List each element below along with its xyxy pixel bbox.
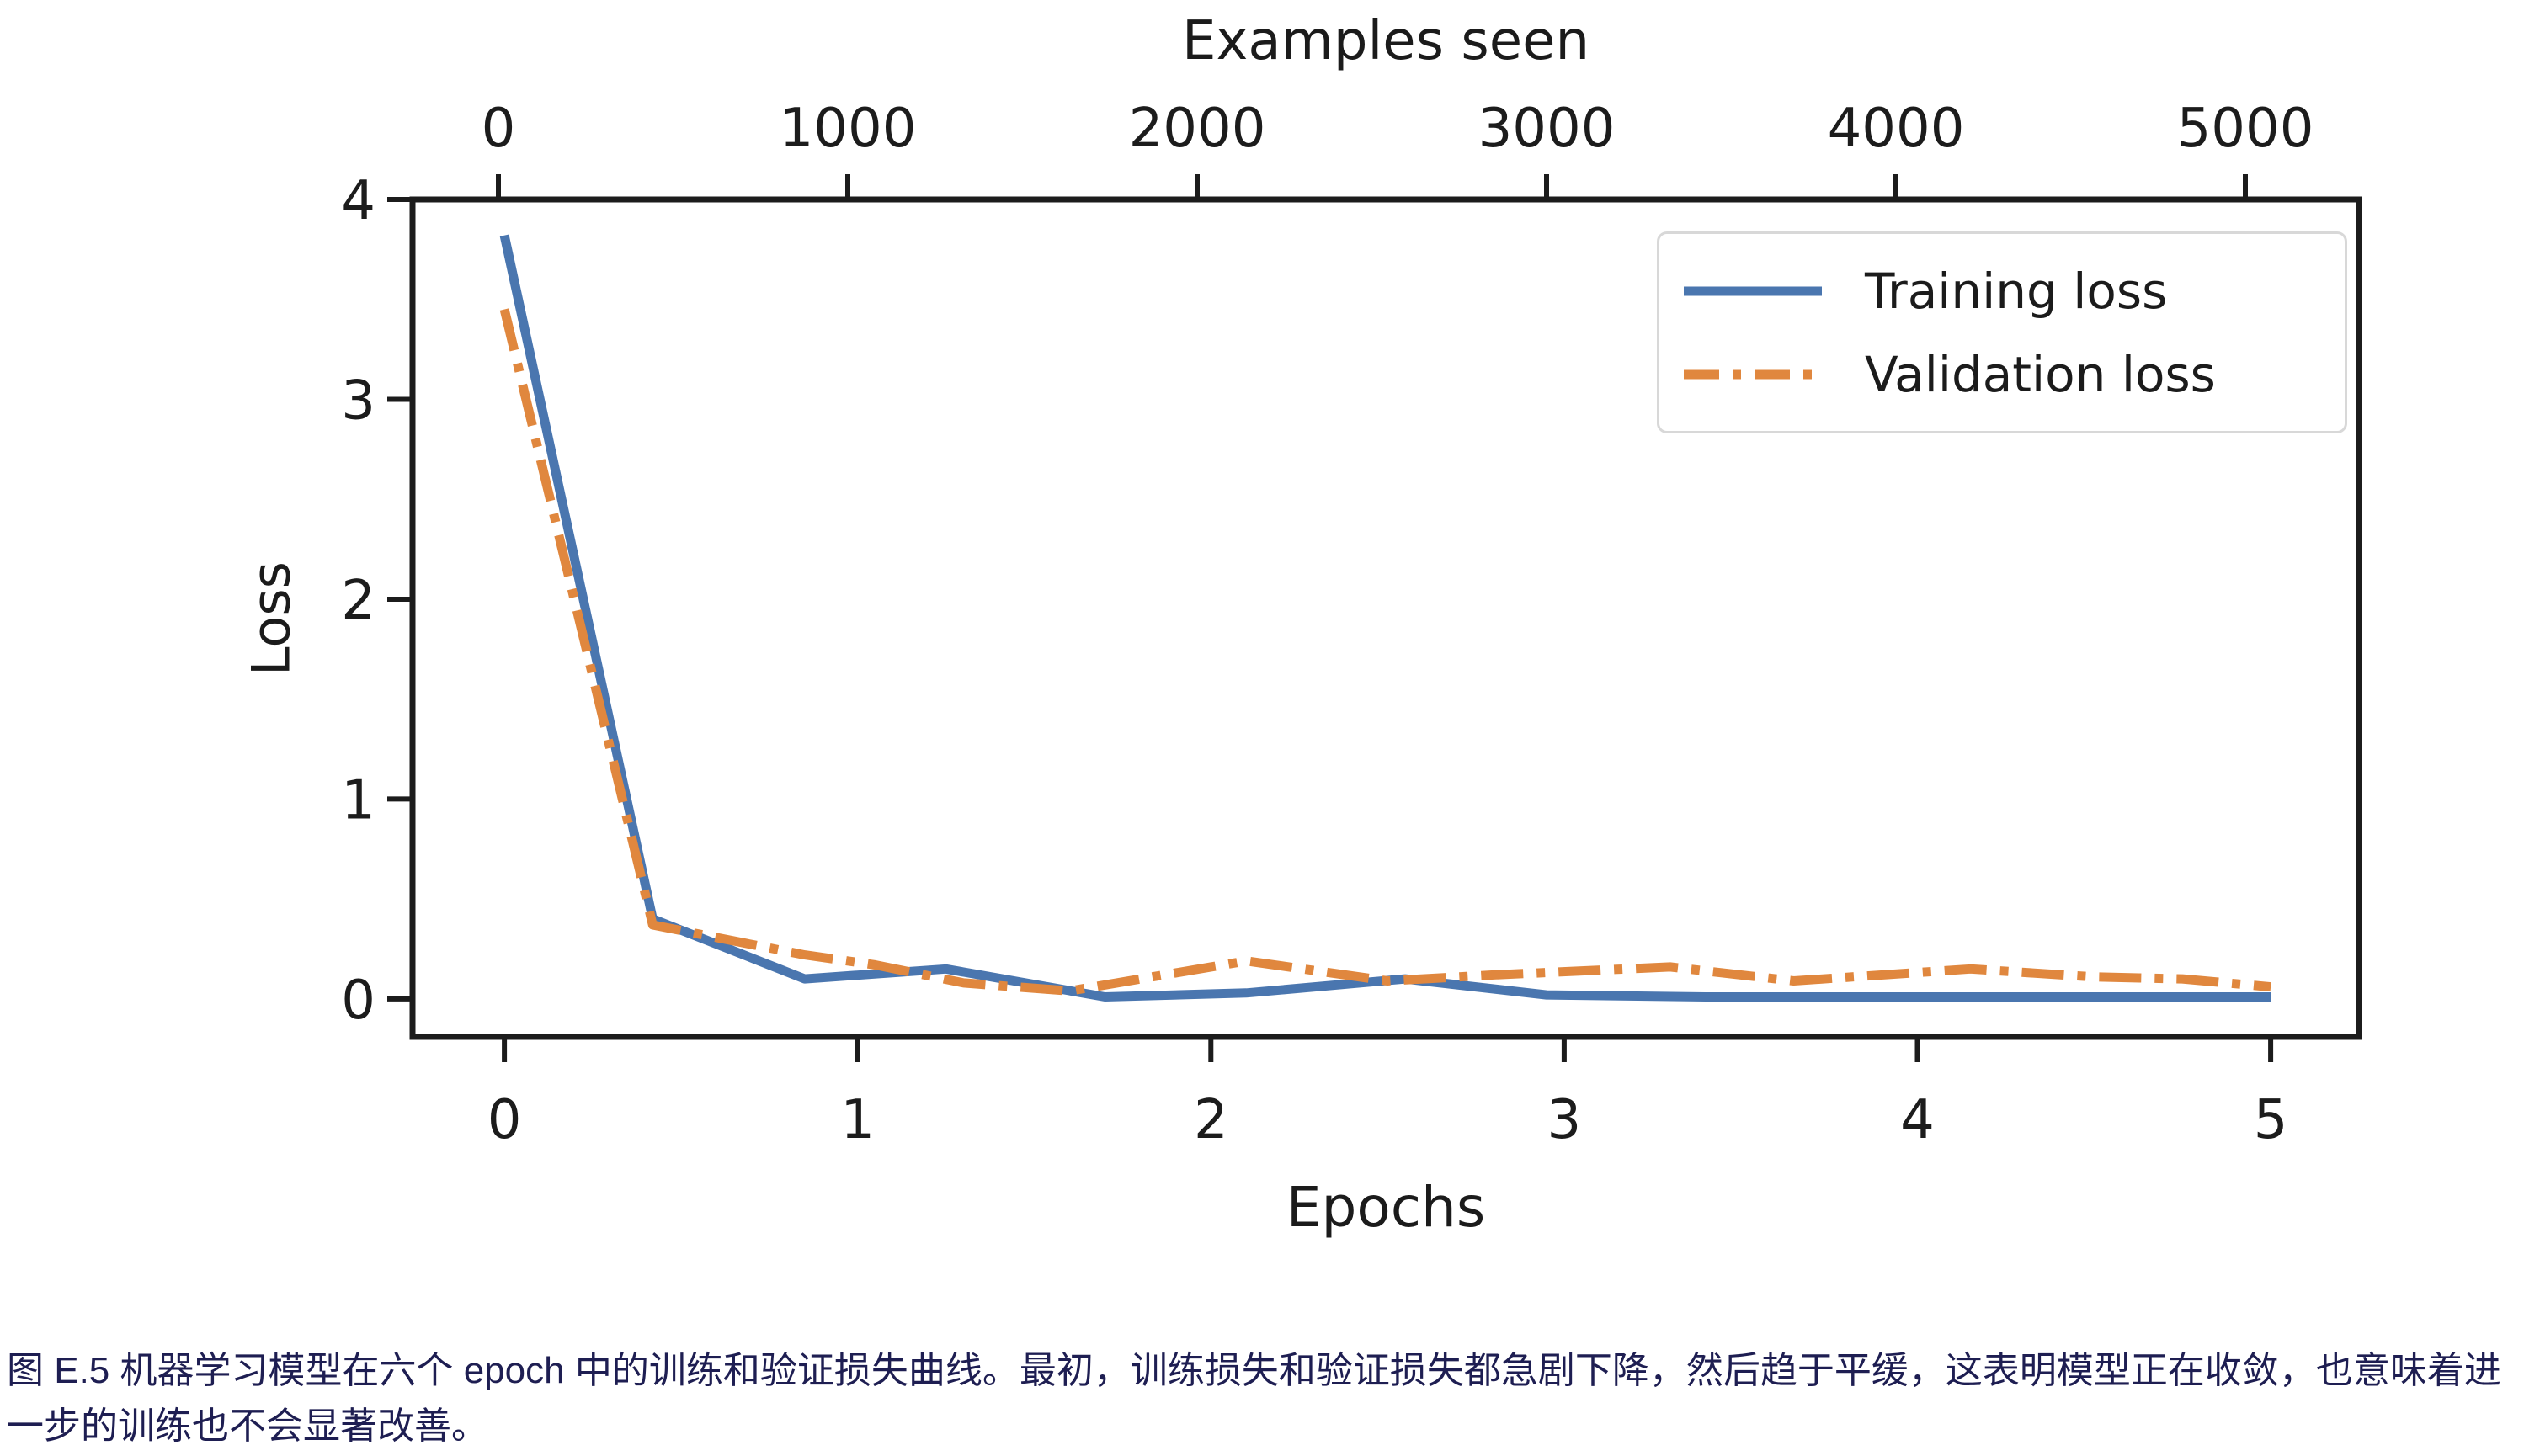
plot-frame bbox=[409, 196, 2362, 1040]
legend-label-validation-loss: Validation loss bbox=[1865, 345, 2216, 403]
top-axis-tick-label: 1000 bbox=[780, 98, 917, 160]
legend-item-validation-loss: Validation loss bbox=[1681, 346, 2336, 403]
figure-caption: 图 E.5 机器学习模型在六个 epoch 中的训练和验证损失曲线。最初，训练损… bbox=[7, 1350, 2501, 1447]
top-axis-tick-label: 2000 bbox=[1129, 98, 1266, 160]
y-axis-tick-label: 1 bbox=[341, 769, 375, 832]
validation-loss-line-sample bbox=[1684, 369, 1822, 379]
y-axis-title: Loss bbox=[240, 561, 302, 676]
top-axis-tick-label: 4000 bbox=[1828, 98, 1965, 160]
y-axis-tick-label: 2 bbox=[341, 570, 375, 632]
legend-item-training-loss: Training loss bbox=[1681, 263, 2336, 320]
top-axis-tick-label: 5000 bbox=[2177, 98, 2314, 160]
x-axis-tick-label: 3 bbox=[1547, 1089, 1582, 1151]
loss-chart: 0 1 2 3 4 5 0 1000 2000 3000 4000 5000 0 1 2 3 4 Example… bbox=[240, 10, 2362, 1240]
y-axis-tick-label: 4 bbox=[341, 170, 375, 232]
validation-loss-line bbox=[499, 308, 2271, 996]
chart-canvas: 0 1 2 3 4 5 0 1000 2000 3000 4000 5000 0 1 2 3 4 bbox=[341, 98, 2362, 1151]
legend: Training loss Validation loss bbox=[1657, 231, 2347, 433]
x-axis-title: Epochs bbox=[1286, 1175, 1486, 1240]
y-axis-tick-label: 0 bbox=[341, 970, 375, 1032]
x-axis-tick-label: 4 bbox=[1900, 1089, 1935, 1151]
y-axis-tick-label: 3 bbox=[341, 369, 375, 432]
training-loss-line-sample bbox=[1684, 286, 1822, 295]
x-axis-tick-label: 2 bbox=[1194, 1089, 1228, 1151]
legend-label-training-loss: Training loss bbox=[1865, 262, 2168, 320]
x-axis-tick-label: 0 bbox=[487, 1089, 522, 1151]
x-axis-tick-label: 1 bbox=[840, 1089, 875, 1151]
x-axis-tick-label: 5 bbox=[2254, 1089, 2288, 1151]
top-axis-title: Examples seen bbox=[1182, 10, 1589, 72]
top-axis-tick-label: 0 bbox=[482, 98, 516, 160]
top-axis-tick-label: 3000 bbox=[1478, 98, 1616, 160]
